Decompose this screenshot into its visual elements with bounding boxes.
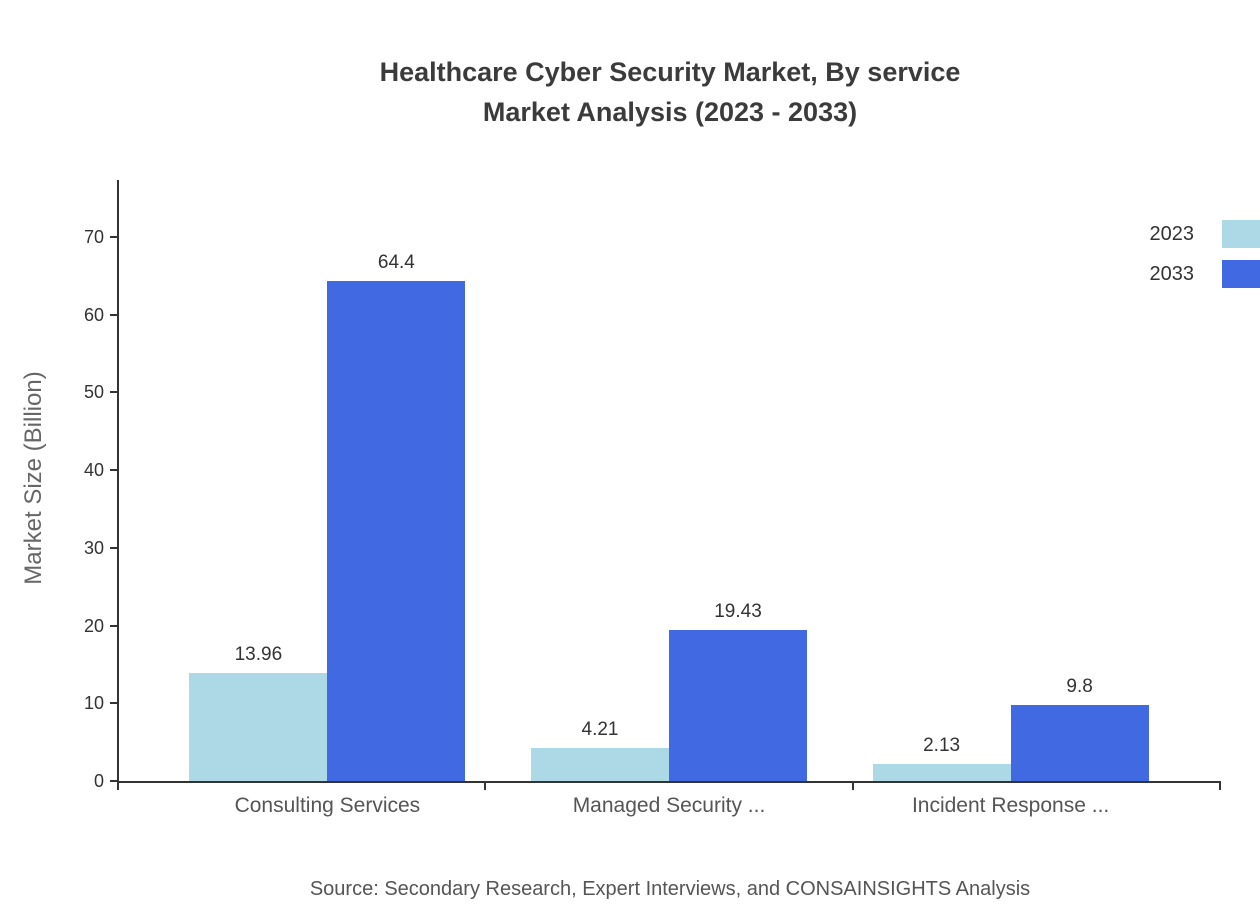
y-tick-label: 70: [83, 227, 104, 247]
x-tick-mark: [484, 783, 487, 790]
value-label-2023-managed-security: 4.21: [581, 719, 619, 741]
legend-item-2023[interactable]: 2023: [1150, 220, 1260, 248]
y-tick-mark: [110, 236, 117, 238]
legend-swatch-2023: [1222, 220, 1260, 248]
y-tick-label: 40: [83, 460, 104, 481]
x-tick-mark: [117, 783, 119, 790]
chart-title-line2: Market Analysis (2023 - 2033): [482, 97, 858, 127]
x-category-label-incident-response: Incident Response ...: [911, 794, 1110, 817]
chart-title: Healthcare Cyber Security Market, By ser…: [80, 52, 1260, 132]
bar-2033-incident-response: [1010, 704, 1149, 781]
y-axis-line: [117, 180, 119, 783]
bar-2023-managed-security: [531, 748, 669, 781]
bar-2023-consulting-services: [189, 672, 328, 781]
legend: 2023 2033: [1150, 220, 1260, 300]
bar-2023-incident-response: [872, 764, 1011, 781]
x-tick-mark: [851, 783, 854, 790]
y-tick-mark: [110, 702, 117, 705]
x-tick-mark: [1219, 783, 1221, 790]
y-tick-label: 50: [83, 382, 104, 403]
legend-label-2033: 2033: [1149, 262, 1195, 285]
legend-item-2033[interactable]: 2033: [1150, 260, 1260, 288]
y-tick-label: 60: [83, 304, 104, 325]
value-label-2033-incident-response: 9.8: [1066, 675, 1093, 697]
y-tick-label: 30: [83, 537, 104, 558]
value-label-2023-incident-response: 2.13: [923, 735, 961, 757]
x-category-label-managed-security: Managed Security ...: [572, 794, 766, 817]
y-tick-mark: [110, 546, 117, 549]
y-tick-mark: [110, 780, 117, 782]
value-label-2023-consulting-services: 13.96: [234, 643, 283, 665]
y-tick-mark: [110, 391, 117, 394]
bar-2033-consulting-services: [327, 280, 466, 781]
legend-label-2023: 2023: [1149, 222, 1195, 245]
source-text: Source: Secondary Research, Expert Inter…: [309, 878, 1031, 900]
y-tick-label: 10: [83, 693, 104, 714]
y-tick-mark: [110, 624, 117, 627]
x-axis-line: [117, 781, 1221, 783]
value-label-2033-consulting-services: 64.4: [377, 251, 415, 273]
y-tick-mark: [110, 469, 117, 472]
legend-swatch-2033: [1222, 260, 1260, 288]
bar-2033-managed-security: [669, 630, 807, 781]
y-tick-label: 0: [93, 771, 104, 791]
y-tick-mark: [110, 313, 117, 316]
y-tick-label: 20: [83, 615, 104, 636]
x-category-label-consulting-services: Consulting Services: [234, 794, 421, 817]
chart-title-line1: Healthcare Cyber Security Market, By ser…: [379, 57, 961, 87]
y-axis-title: Market Size (Billion): [20, 371, 47, 585]
value-label-2033-managed-security: 19.43: [714, 601, 762, 622]
